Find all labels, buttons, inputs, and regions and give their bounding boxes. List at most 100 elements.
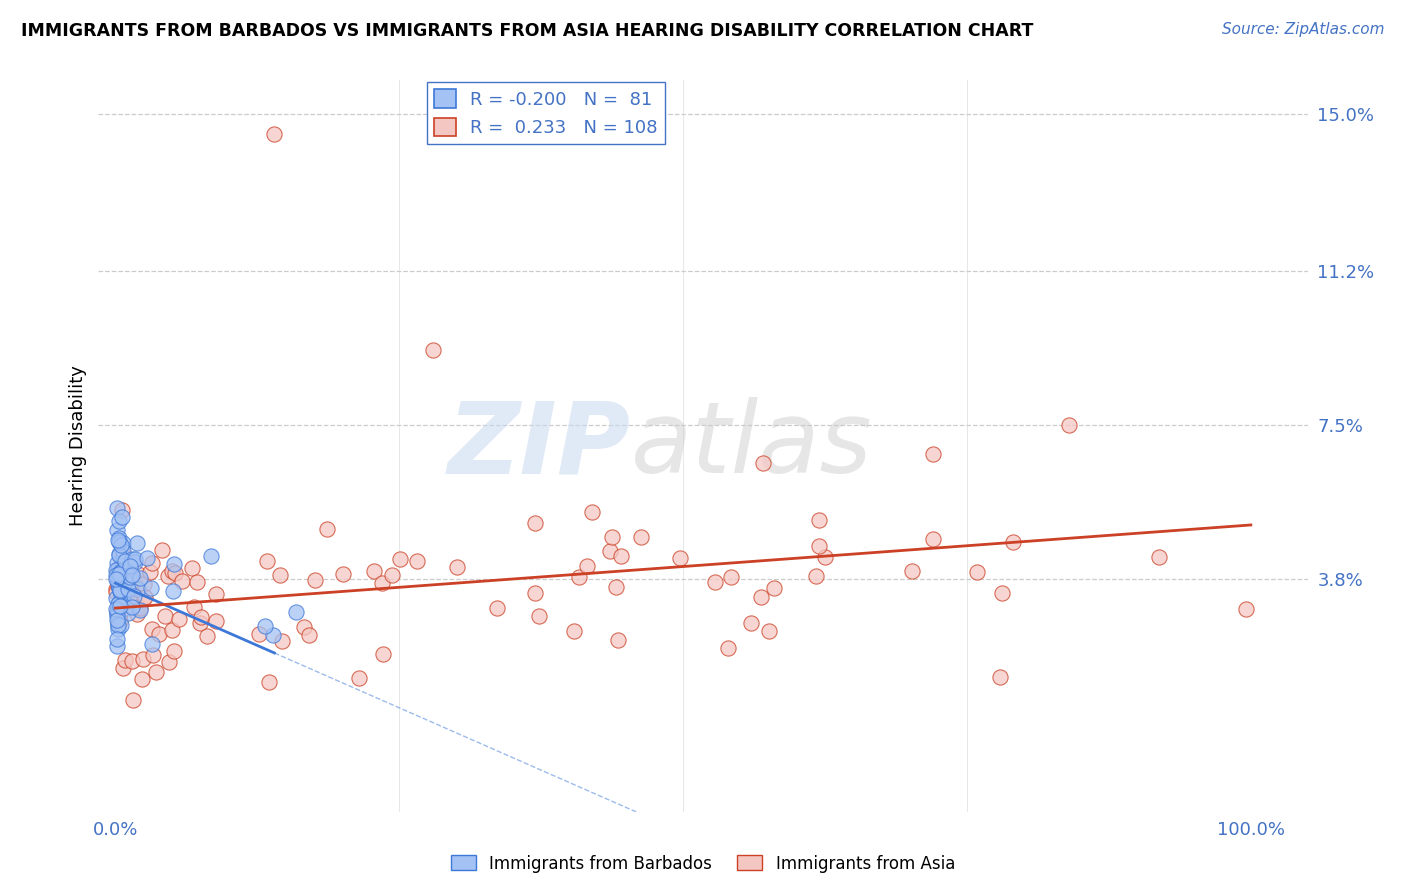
Point — [160, 564, 183, 578]
Point — [1147, 549, 1170, 564]
Point — [111, 582, 134, 596]
Point — [110, 565, 132, 579]
Point — [749, 590, 772, 604]
Point — [107, 533, 129, 547]
Point — [406, 554, 429, 568]
Point — [107, 572, 129, 586]
Point — [110, 618, 132, 632]
Point — [118, 559, 141, 574]
Point — [922, 447, 945, 461]
Point — [111, 503, 134, 517]
Point — [568, 570, 591, 584]
Point — [117, 582, 139, 597]
Point — [125, 607, 148, 621]
Point — [112, 584, 135, 599]
Point — [157, 569, 180, 583]
Point — [150, 543, 173, 558]
Point — [304, 574, 326, 588]
Point — [263, 128, 285, 142]
Point — [163, 643, 186, 657]
Point — [121, 599, 143, 614]
Point — [124, 589, 146, 603]
Point — [256, 554, 278, 568]
Point — [110, 538, 132, 552]
Point — [758, 624, 780, 638]
Point — [527, 608, 550, 623]
Point — [922, 532, 945, 546]
Point — [105, 639, 128, 653]
Point — [740, 615, 762, 630]
Point — [108, 575, 131, 590]
Point — [167, 612, 190, 626]
Point — [107, 622, 129, 636]
Point — [108, 582, 131, 597]
Point — [104, 572, 127, 586]
Point — [141, 556, 163, 570]
Point — [205, 587, 228, 601]
Point — [717, 640, 740, 655]
Point — [610, 549, 633, 564]
Point — [108, 583, 131, 598]
Point — [669, 550, 692, 565]
Point — [107, 615, 129, 629]
Point — [575, 559, 598, 574]
Point — [111, 510, 134, 524]
Point — [446, 560, 468, 574]
Point — [108, 535, 131, 549]
Point — [190, 609, 212, 624]
Point — [110, 565, 132, 579]
Point — [347, 671, 370, 685]
Point — [813, 549, 835, 564]
Point — [524, 586, 547, 600]
Point — [292, 620, 315, 634]
Point — [105, 602, 128, 616]
Point — [108, 599, 131, 613]
Point — [141, 622, 163, 636]
Point — [991, 586, 1014, 600]
Point — [107, 610, 129, 624]
Point — [105, 605, 128, 619]
Point — [112, 661, 135, 675]
Point — [139, 581, 162, 595]
Point — [105, 556, 128, 570]
Point — [110, 591, 132, 605]
Point — [966, 565, 988, 579]
Point — [704, 574, 727, 589]
Point — [127, 582, 149, 597]
Point — [105, 568, 128, 582]
Point — [108, 531, 131, 545]
Point — [107, 597, 129, 611]
Point — [163, 557, 186, 571]
Point — [131, 672, 153, 686]
Point — [107, 581, 129, 595]
Point — [111, 544, 134, 558]
Point — [316, 522, 339, 536]
Point — [389, 551, 412, 566]
Point — [107, 617, 129, 632]
Point — [122, 597, 145, 611]
Point — [115, 601, 138, 615]
Point — [108, 568, 131, 582]
Point — [105, 572, 128, 586]
Point — [111, 550, 134, 565]
Point — [562, 624, 585, 639]
Point — [180, 561, 202, 575]
Point — [381, 567, 404, 582]
Point — [117, 606, 139, 620]
Point — [148, 627, 170, 641]
Point — [162, 583, 184, 598]
Point — [105, 632, 128, 646]
Point — [121, 568, 143, 582]
Point — [108, 566, 131, 581]
Text: IMMIGRANTS FROM BARBADOS VS IMMIGRANTS FROM ASIA HEARING DISABILITY CORRELATION : IMMIGRANTS FROM BARBADOS VS IMMIGRANTS F… — [21, 22, 1033, 40]
Point — [253, 619, 276, 633]
Point — [257, 674, 280, 689]
Point — [122, 571, 145, 585]
Point — [127, 536, 149, 550]
Point — [371, 575, 394, 590]
Point — [110, 589, 132, 603]
Point — [630, 530, 652, 544]
Point — [107, 578, 129, 592]
Point — [141, 636, 163, 650]
Point — [285, 605, 308, 619]
